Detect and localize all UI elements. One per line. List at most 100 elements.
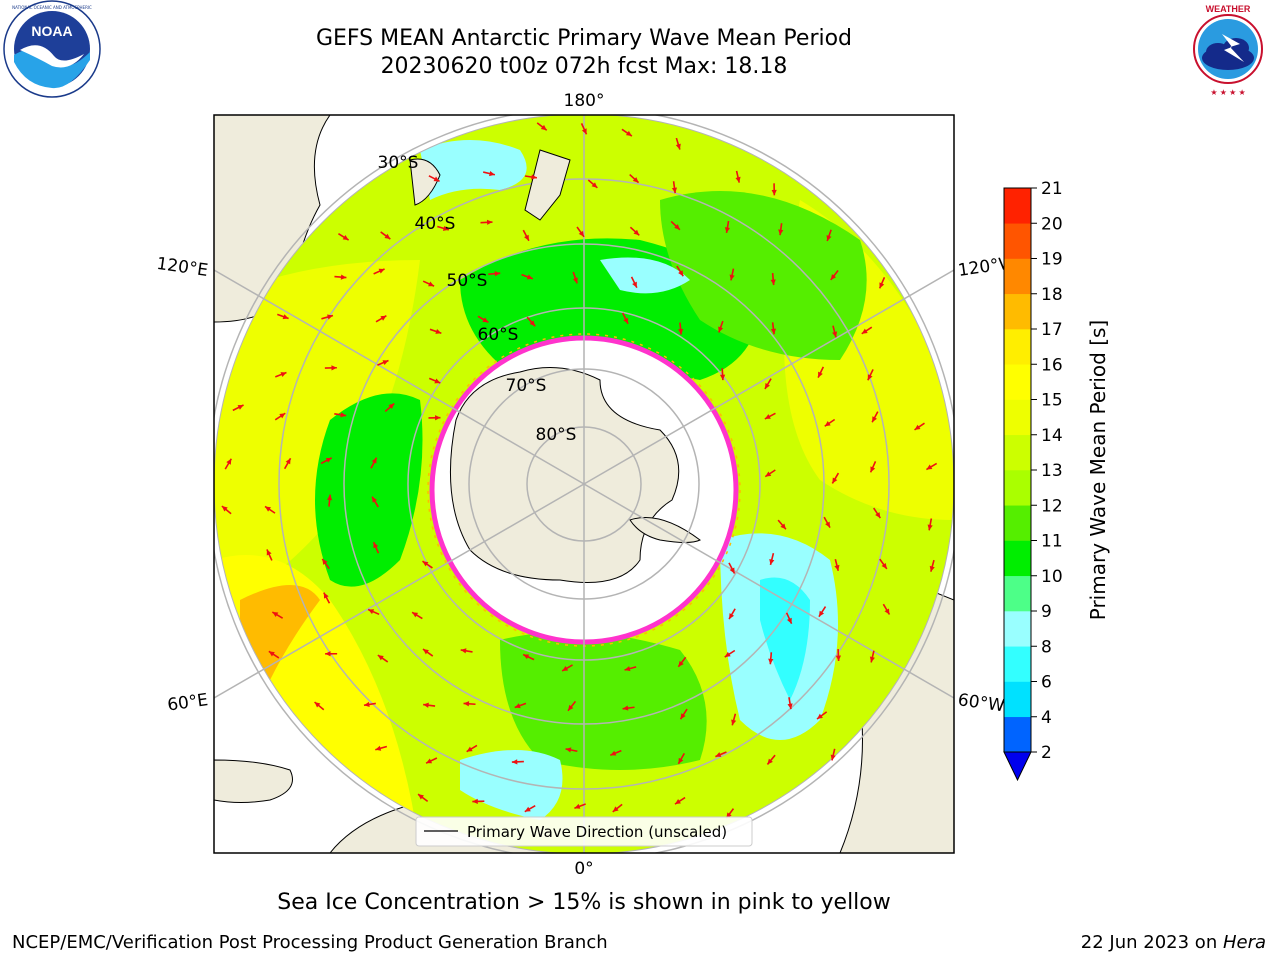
footer-date-text: 22 Jun 2023 on [1080, 932, 1223, 953]
colorbar-block [1004, 293, 1031, 330]
colorbar-tick-label: 15 [1041, 391, 1063, 411]
wave-arrow-head [435, 415, 441, 421]
wave-arrow-head [674, 224, 680, 230]
wave-direction-arrows [221, 122, 938, 819]
longitude-gridlines [214, 115, 954, 853]
footer-credit: NCEP/EMC/Verification Post Processing Pr… [12, 932, 608, 953]
wave-arrow-head [442, 225, 449, 231]
wave-arrow-head [680, 713, 686, 720]
wave-arrow-head [718, 326, 724, 333]
wave-arrow-head [674, 798, 681, 805]
wave-arrow-head [861, 328, 868, 334]
wave-arrow-head [331, 365, 337, 371]
latitude-labels: 30°S 40°S 50°S 60°S 70°S 80°S [378, 153, 577, 445]
wave-arrow-head [237, 404, 244, 410]
colorbar-tick-label: 10 [1041, 567, 1063, 587]
wave-arrow-head [372, 496, 378, 503]
wave-arrow-head [735, 176, 741, 183]
wave-arrow-head [279, 413, 286, 419]
wave-arrow-head [323, 592, 329, 599]
wave-arrow-head [817, 713, 823, 720]
wave-arrow-head [786, 617, 792, 624]
colorbar: 2 4 6 8 9 10 11 12 13 14 15 16 17 18 19 20 21 [1003, 180, 1063, 782]
wave-arrow-head [879, 282, 885, 289]
wave-arrow-head [382, 360, 389, 366]
colorbar-tick-label: 8 [1041, 637, 1052, 657]
wave-arrow-head [869, 656, 875, 663]
colorbar-tick-label: 9 [1041, 602, 1052, 622]
wave-arrow-head [719, 374, 726, 381]
wave-arrow-head [729, 613, 735, 620]
lat-label-60s: 60°S [478, 325, 519, 345]
wave-arrow-head [422, 561, 429, 567]
wave-arrow-head [731, 719, 737, 726]
wave-arrow-head [526, 274, 533, 280]
wave-arrow-head [834, 564, 840, 571]
wave-arrow-head [724, 651, 731, 658]
wave-arrow-head [514, 703, 521, 709]
wave-arrow-head [678, 328, 684, 335]
wave-arrow-head [610, 750, 617, 756]
nws-logo-icon: WEATHER ★ ★ ★ ★ [1180, 1, 1276, 97]
svg-text:WEATHER: WEATHER [1206, 4, 1251, 14]
lat-label-70s: 70°S [506, 376, 547, 396]
wave-arrow-head [612, 806, 619, 812]
wave-arrow-head [764, 414, 771, 419]
wave-arrow-head [426, 758, 433, 764]
wave-arrow-head [327, 314, 333, 320]
wave-arrow-head [435, 328, 442, 334]
wave-arrow-head [929, 565, 935, 572]
colorbar-block [1004, 681, 1031, 718]
wave-arrow-head [494, 271, 501, 277]
wave-arrow-head [531, 174, 537, 180]
wave-arrow-head [927, 524, 933, 531]
wave-arrow-head [434, 378, 441, 384]
lon-label-120e: 120°E [155, 254, 209, 281]
lon-label-180: 180° [564, 91, 605, 111]
wave-arrow-head [881, 562, 887, 569]
map-legend: Primary Wave Direction (unscaled) [415, 816, 753, 847]
wave-arrow-head [633, 229, 640, 236]
wave-arrow-head [280, 372, 287, 377]
sea-ice-note: Sea Ice Concentration > 15% is shown in … [277, 890, 891, 915]
wave-arrow-head [226, 458, 232, 465]
wave-arrow-head [872, 416, 877, 423]
wave-arrow-head [265, 506, 271, 512]
wave-arrow-head [832, 331, 838, 338]
wave-arrow-head [835, 655, 842, 662]
wave-arrow-head [472, 798, 478, 805]
colorbar-block [1004, 540, 1031, 577]
colorbar-tick-label: 6 [1041, 673, 1052, 693]
wave-arrow-head [625, 130, 632, 137]
wave-arrow-head [524, 234, 529, 241]
colorbar-tick-label: 11 [1041, 532, 1063, 552]
wave-arrow-head [622, 705, 629, 711]
wave-arrow-head [671, 187, 678, 194]
wave-arrow-head [489, 170, 495, 177]
wave-arrow-head [322, 558, 328, 565]
colorbar-block [1004, 575, 1031, 612]
wave-arrow-head [524, 806, 531, 812]
wave-arrow-head [678, 660, 684, 667]
wave-arrow-head [423, 702, 429, 708]
wave-arrow-head [340, 274, 347, 280]
wave-arrow-head [378, 268, 385, 274]
wave-arrow-head [282, 314, 289, 320]
wave-arrow-head [914, 424, 921, 430]
colorbar-tick-label: 13 [1041, 461, 1063, 481]
wave-arrow-head [375, 745, 382, 751]
chart-title: GEFS MEAN Antarctic Primary Wave Mean Pe… [315, 26, 853, 51]
wave-arrow-head [770, 328, 777, 335]
wave-arrow-head [764, 382, 770, 389]
wave-arrow-head [285, 458, 291, 465]
wave-arrow-head [433, 176, 440, 182]
colorbar-tick-label: 4 [1041, 708, 1052, 728]
wave-arrow-head [715, 752, 722, 757]
wave-arrow-head [818, 610, 825, 617]
wave-arrow-head [768, 658, 774, 665]
wave-arrow-head [377, 655, 384, 661]
wave-arrow-head [422, 649, 429, 655]
wave-arrow-head [770, 279, 776, 286]
wave-arrow-head [870, 466, 876, 473]
wave-arrow-head [368, 609, 375, 615]
